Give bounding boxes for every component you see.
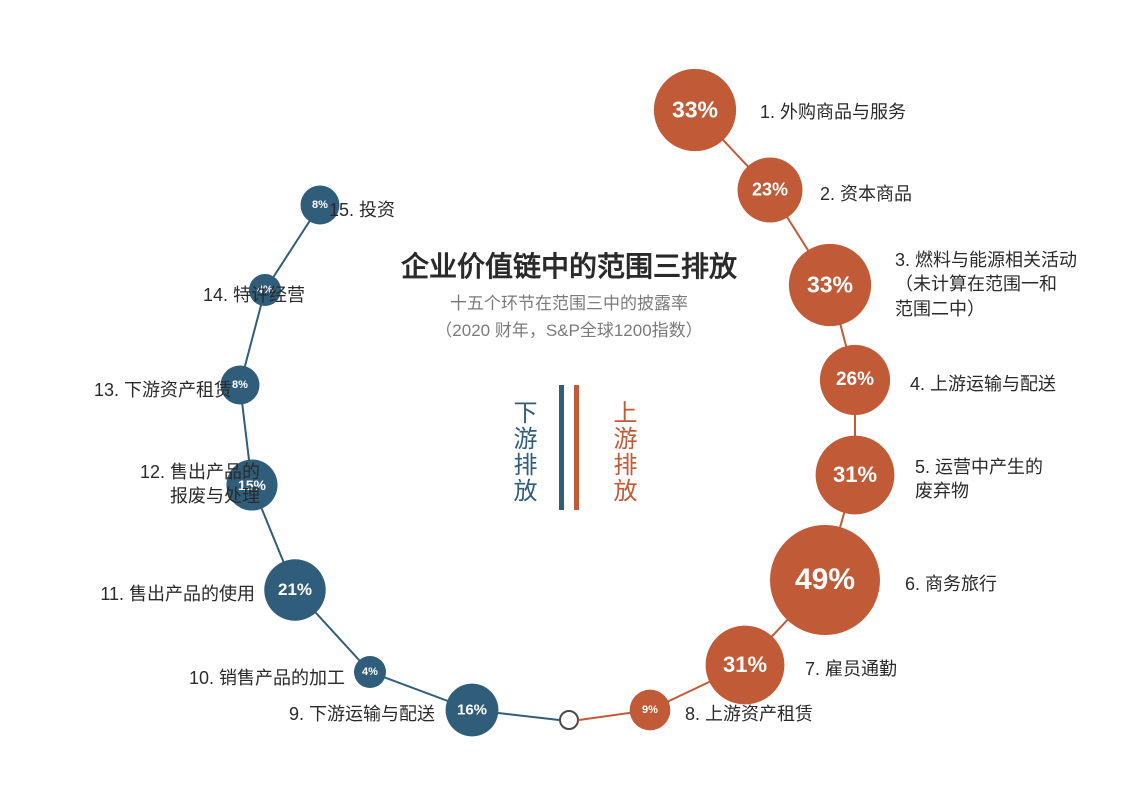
bubble-label-10: 10. 销售产品的加工 (175, 666, 345, 690)
bubble-pct-7: 31% (723, 652, 767, 678)
bubble-pct-4: 26% (836, 369, 874, 391)
bubble-pct-9: 16% (457, 702, 487, 719)
bubble-pct-10: 4% (362, 666, 378, 678)
bubble-label-15: 15. 投资 (225, 198, 395, 222)
bubble-label-5: 5. 运营中产生的 废弃物 (915, 455, 1043, 504)
bubble-pct-5: 31% (833, 462, 877, 488)
bubble-pct-13: 8% (232, 379, 248, 391)
bubble-label-1: 1. 外购商品与服务 (760, 100, 906, 124)
bubble-pct-6: 49% (795, 563, 855, 597)
bubble-label-2: 2. 资本商品 (820, 182, 912, 206)
downstream-label: 下游排放 (505, 400, 540, 504)
bubble-label-4: 4. 上游运输与配送 (910, 372, 1056, 396)
bubble-label-7: 7. 雇员通勤 (805, 657, 897, 681)
bubble-pct-1: 33% (672, 97, 718, 124)
bubble-label-3: 3. 燃料与能源相关活动 （未计算在范围一和 范围二中） (895, 248, 1077, 321)
bubble-label-14: 14. 特许经营 (135, 283, 305, 307)
bubble-pct-2: 23% (752, 180, 788, 201)
bubble-pct-8: 9% (642, 704, 658, 716)
bubble-pct-11: 21% (278, 580, 312, 600)
upstream-label: 上游排放 (605, 400, 640, 504)
subtitle-line2: （2020 财年，S&P全球1200指数） (0, 317, 1138, 344)
bubble-pct-3: 33% (807, 272, 853, 299)
bubble-label-12: 12. 售出产品的 报废与处理 (90, 460, 260, 509)
bubble-label-9: 9. 下游运输与配送 (265, 702, 435, 726)
bubble-label-8: 8. 上游资产租赁 (685, 702, 813, 726)
bubble-label-13: 13. 下游资产租赁 (62, 378, 232, 402)
bubble-label-11: 11. 售出产品的使用 (85, 582, 255, 606)
chart-stage: 企业价值链中的范围三排放 十五个环节在范围三中的披露率 （2020 财年，S&P… (0, 0, 1138, 802)
bubble-label-6: 6. 商务旅行 (905, 572, 997, 596)
